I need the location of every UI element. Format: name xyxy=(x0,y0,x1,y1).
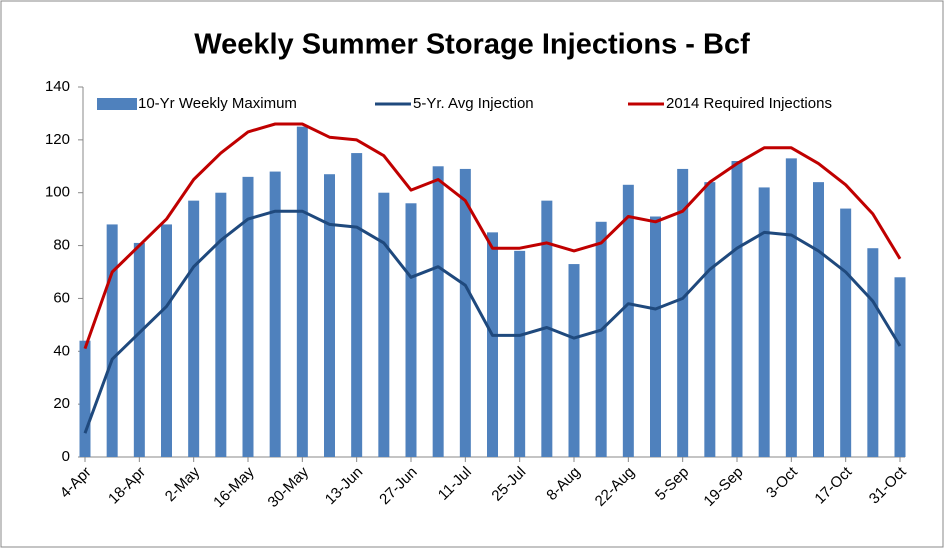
y-tick-label: 20 xyxy=(53,395,70,412)
bar xyxy=(677,168,689,457)
bar xyxy=(378,192,390,457)
bar xyxy=(405,203,417,457)
bar xyxy=(324,174,335,457)
bar xyxy=(269,171,281,458)
y-tick-label: 100 xyxy=(45,184,70,201)
bar xyxy=(622,184,634,458)
bar xyxy=(161,224,172,457)
y-tick-label: 40 xyxy=(53,342,70,359)
bar xyxy=(459,168,471,457)
chart-title: Weekly Summer Storage Injections - Bcf xyxy=(194,29,750,61)
line xyxy=(83,209,902,434)
y-tick-label: 80 xyxy=(53,237,70,254)
line xyxy=(83,122,902,350)
legend-label: 2014 Required Injections xyxy=(666,95,832,112)
bar xyxy=(296,126,308,458)
bar xyxy=(785,158,797,457)
bar xyxy=(351,153,363,458)
bar xyxy=(867,248,879,457)
bar xyxy=(650,216,661,457)
bar xyxy=(215,192,227,457)
bar xyxy=(514,250,526,457)
bar xyxy=(595,221,607,457)
bar xyxy=(188,200,200,457)
bar xyxy=(242,176,254,457)
bar xyxy=(79,340,91,457)
y-tick-label: 0 xyxy=(62,448,70,465)
bar xyxy=(106,224,118,457)
bar xyxy=(840,208,852,457)
y-tick-label: 140 xyxy=(45,78,70,95)
bar xyxy=(758,187,770,457)
bar xyxy=(813,182,824,457)
legend-label: 10-Yr Weekly Maximum xyxy=(138,95,297,112)
legend-swatch xyxy=(97,98,137,110)
bar xyxy=(432,166,444,458)
bar xyxy=(731,161,743,457)
bar xyxy=(133,242,145,457)
legend-label: 5-Yr. Avg Injection xyxy=(413,95,534,112)
bar xyxy=(487,232,498,457)
bar xyxy=(894,277,906,457)
y-tick-label: 60 xyxy=(53,289,70,306)
bar xyxy=(704,182,716,457)
bar xyxy=(568,264,580,457)
y-tick-label: 120 xyxy=(45,131,70,148)
